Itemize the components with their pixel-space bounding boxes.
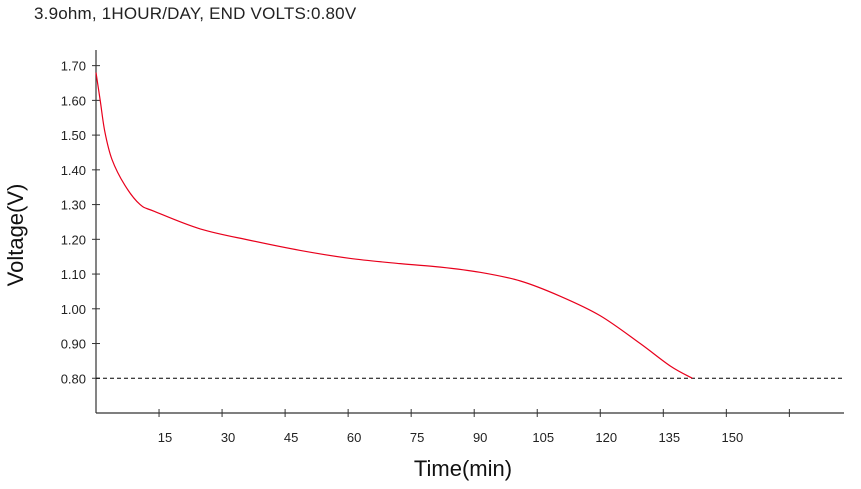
y-tick-label: 1.00 [61, 302, 86, 317]
x-tick-label: 75 [410, 430, 424, 445]
voltage-curve [95, 72, 693, 379]
x-tick-label: 135 [658, 430, 680, 445]
y-axis-label: Voltage(V) [3, 184, 28, 287]
y-tick-label: 1.60 [61, 93, 86, 108]
y-tick-label: 1.40 [61, 163, 86, 178]
x-tick-label: 15 [158, 430, 172, 445]
x-tick-label: 120 [595, 430, 617, 445]
y-tick-label: 0.80 [61, 371, 86, 386]
y-tick-label: 1.30 [61, 198, 86, 213]
x-tick-label: 45 [284, 430, 298, 445]
x-tick-label: 90 [473, 430, 487, 445]
x-tick-label: 150 [721, 430, 743, 445]
x-tick-label: 30 [221, 430, 235, 445]
x-axis-label: Time(min) [414, 456, 512, 481]
y-tick-label: 1.70 [61, 59, 86, 74]
chart-title: 3.9ohm, 1HOUR/DAY, END VOLTS:0.80V [34, 4, 357, 23]
x-tick-label: 105 [532, 430, 554, 445]
y-tick-label: 1.10 [61, 267, 86, 282]
y-tick-label: 1.20 [61, 232, 86, 247]
y-tick-label: 0.90 [61, 337, 86, 352]
x-tick-label: 60 [347, 430, 361, 445]
y-tick-label: 1.50 [61, 128, 86, 143]
